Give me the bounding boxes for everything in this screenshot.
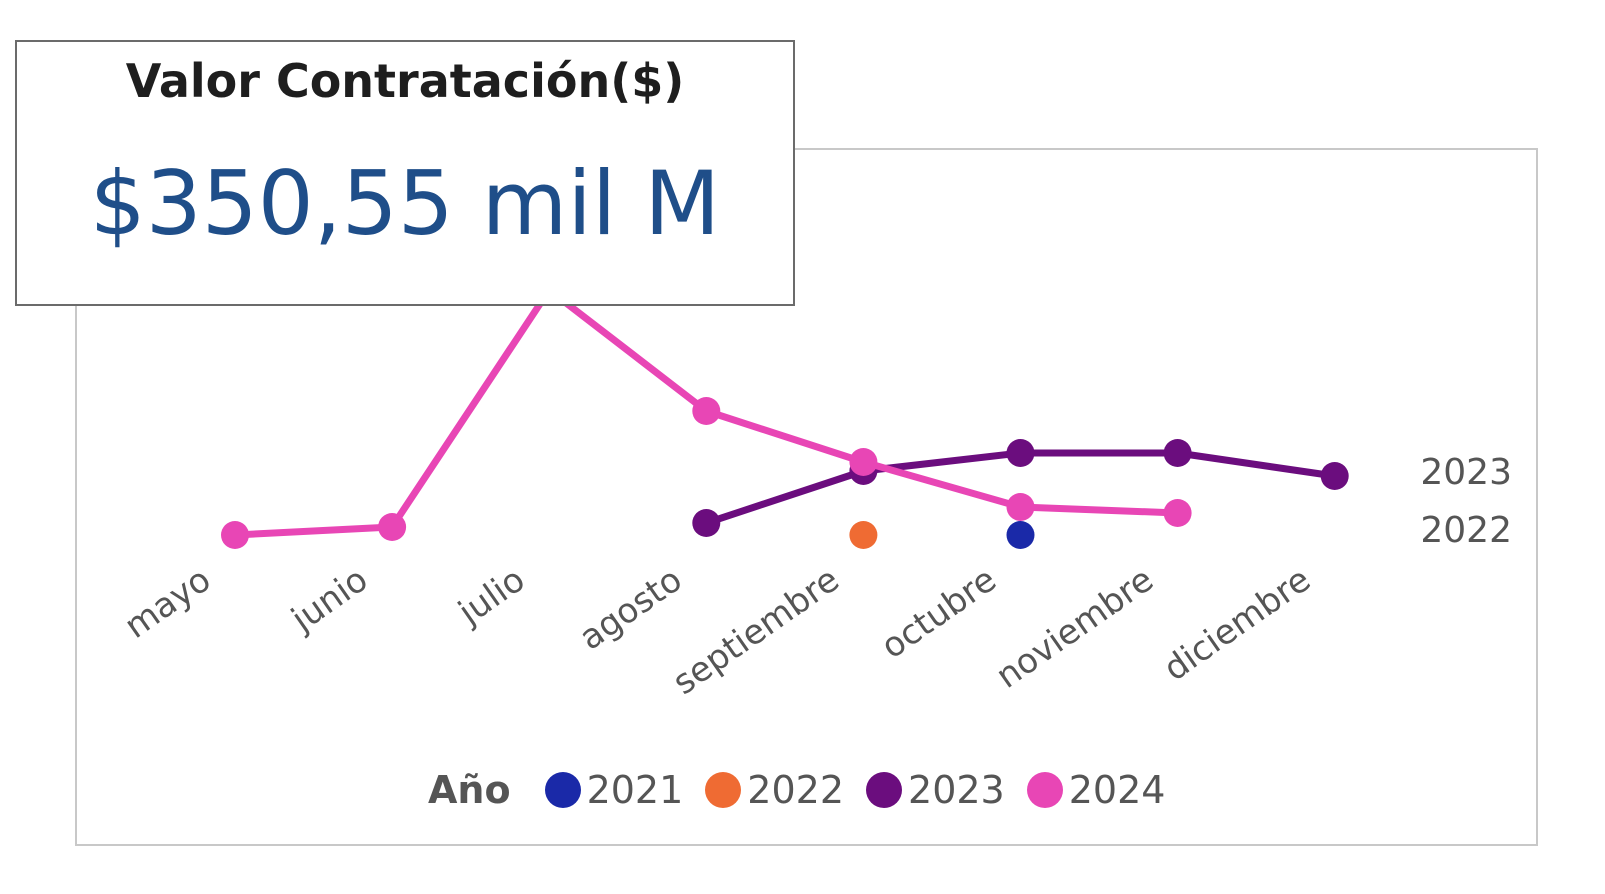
kpi-card: Valor Contratación($) $350,55 mil M (15, 40, 795, 306)
line-chart (75, 148, 1538, 846)
data-point-2023-octubre[interactable] (1006, 439, 1035, 467)
x-tick-label: agosto (572, 560, 689, 659)
data-point-2024-octubre[interactable] (1006, 493, 1035, 521)
x-tick-label: septiembre (666, 560, 847, 703)
data-point-2024-mayo[interactable] (221, 521, 249, 549)
legend-item-2022[interactable]: 2022 (685, 768, 844, 812)
x-tick-label: diciembre (1157, 560, 1318, 690)
legend-dot-2022 (705, 772, 742, 808)
legend-item-2021[interactable]: 2021 (544, 768, 684, 812)
kpi-value: $350,55 mil M (89, 152, 721, 255)
legend-item-2024[interactable]: 2024 (1007, 768, 1166, 812)
data-point-2024-septiembre[interactable] (849, 448, 878, 476)
data-point-2023-agosto[interactable] (692, 509, 721, 537)
legend-item-2023[interactable]: 2023 (846, 768, 1005, 812)
legend-label: 2024 (1068, 768, 1166, 812)
legend-label: 2021 (586, 768, 684, 812)
x-tick-label: mayo (117, 560, 218, 647)
data-point-2023-noviembre[interactable] (1163, 439, 1192, 467)
data-point-2023-diciembre[interactable] (1320, 462, 1349, 490)
x-tick-label: julio (451, 560, 533, 634)
data-point-2024-junio[interactable] (378, 513, 407, 541)
legend-label: 2023 (908, 768, 1005, 812)
data-point-2024-agosto[interactable] (692, 397, 721, 425)
legend-dot-2021 (544, 772, 581, 808)
legend-label: 2022 (747, 768, 845, 812)
x-tick-label: octubre (874, 560, 1004, 667)
series-end-label: 2022 (1420, 510, 1512, 551)
legend-dot-2023 (866, 772, 903, 808)
legend-dot-2024 (1026, 772, 1063, 808)
data-point-2022-septiembre[interactable] (849, 521, 878, 549)
legend-title: Año (428, 768, 511, 812)
x-tick-label: junio (284, 560, 376, 641)
kpi-title: Valor Contratación($) (125, 54, 685, 108)
series-end-label: 2023 (1420, 452, 1512, 493)
data-point-2021-octubre[interactable] (1006, 521, 1035, 549)
data-point-2024-noviembre[interactable] (1163, 499, 1192, 527)
legend: Año 2021 2022 2023 2024 (428, 768, 1167, 812)
x-tick-label: noviembre (989, 560, 1161, 697)
